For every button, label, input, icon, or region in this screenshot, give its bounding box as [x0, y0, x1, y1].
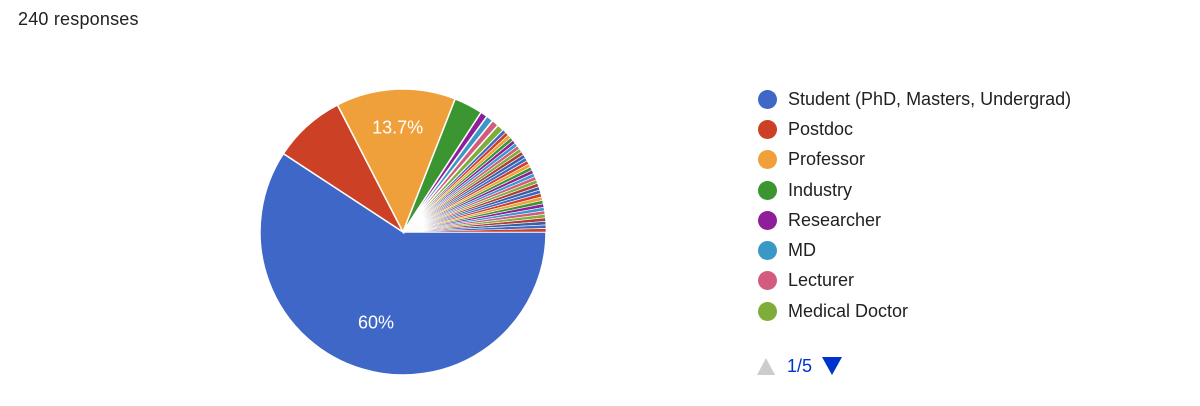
pie-slice-professor	[336, 88, 457, 234]
legend-label: Student (PhD, Masters, Undergrad)	[788, 88, 1072, 109]
legend-swatch	[758, 241, 777, 261]
legend-item: Industry	[756, 175, 1071, 205]
pie-data-label: 60%	[358, 312, 394, 332]
legend-label: Lecturer	[788, 270, 855, 291]
legend-swatch	[758, 119, 777, 139]
legend-item: Lecturer	[756, 266, 1071, 296]
response-count: 240 responses	[18, 9, 139, 29]
legend-pager: 1/5	[757, 354, 843, 378]
legend-label: Professor	[788, 149, 866, 170]
legend-swatch	[758, 210, 777, 230]
legend-item: MD	[756, 235, 1071, 265]
legend-label: Industry	[788, 179, 853, 200]
legend-item: Professor	[756, 145, 1071, 175]
legend-swatch	[758, 271, 777, 291]
legend-item: Postdoc	[756, 114, 1071, 144]
legend-swatch	[758, 89, 777, 109]
legend-item: Researcher	[756, 205, 1071, 235]
legend-label: Researcher	[788, 209, 882, 230]
legend-label: MD	[788, 240, 816, 261]
legend-page-down-icon[interactable]	[822, 357, 843, 375]
legend-page-indicator: 1/5	[787, 355, 813, 376]
pie-data-label: 13.7%	[372, 118, 423, 138]
legend-item: Student (PhD, Masters, Undergrad)	[756, 84, 1071, 114]
legend: Student (PhD, Masters, Undergrad) Postdoc…	[756, 84, 1071, 326]
pie-slice-student-phd-masters-undergrad	[259, 152, 547, 376]
pie-chart: 60% 13.7%	[259, 88, 547, 376]
legend-swatch	[758, 150, 777, 170]
legend-label: Medical Doctor	[788, 300, 909, 321]
legend-swatch	[758, 301, 777, 321]
legend-page-up-icon	[757, 357, 775, 375]
legend-swatch	[758, 180, 777, 200]
pie-slice-other	[402, 228, 547, 233]
legend-item: Medical Doctor	[756, 296, 1071, 326]
legend-label: Postdoc	[788, 118, 854, 139]
